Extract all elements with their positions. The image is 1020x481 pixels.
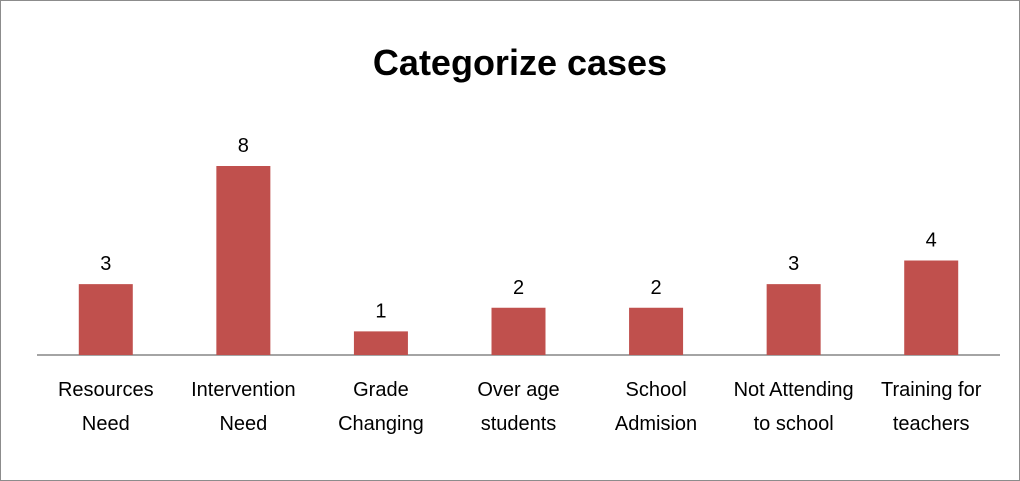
bar (216, 166, 271, 355)
bar (353, 331, 408, 355)
data-label: 2 (651, 277, 662, 299)
bar (491, 307, 546, 355)
bar (766, 284, 821, 355)
x-tick-label: Intervention Need (191, 379, 296, 435)
data-label: 2 (513, 277, 524, 299)
x-tick-label: Over age students (477, 379, 560, 435)
chart-title: Categorize cases (373, 42, 667, 83)
data-label: 3 (788, 253, 799, 275)
x-tick-label: Grade Changing (338, 379, 424, 435)
x-tick-label: Not Attending to school (733, 379, 854, 435)
x-tick-label: School Admision (614, 379, 698, 435)
x-tick-label: Resources Need (57, 379, 154, 435)
data-label: 3 (100, 253, 111, 275)
data-label: 1 (375, 300, 386, 322)
data-label: 8 (238, 135, 249, 157)
data-label: 4 (926, 230, 937, 252)
x-tick-label: Training for teachers (880, 379, 982, 435)
bar (629, 307, 684, 355)
bar (904, 260, 959, 355)
bar (78, 284, 133, 355)
